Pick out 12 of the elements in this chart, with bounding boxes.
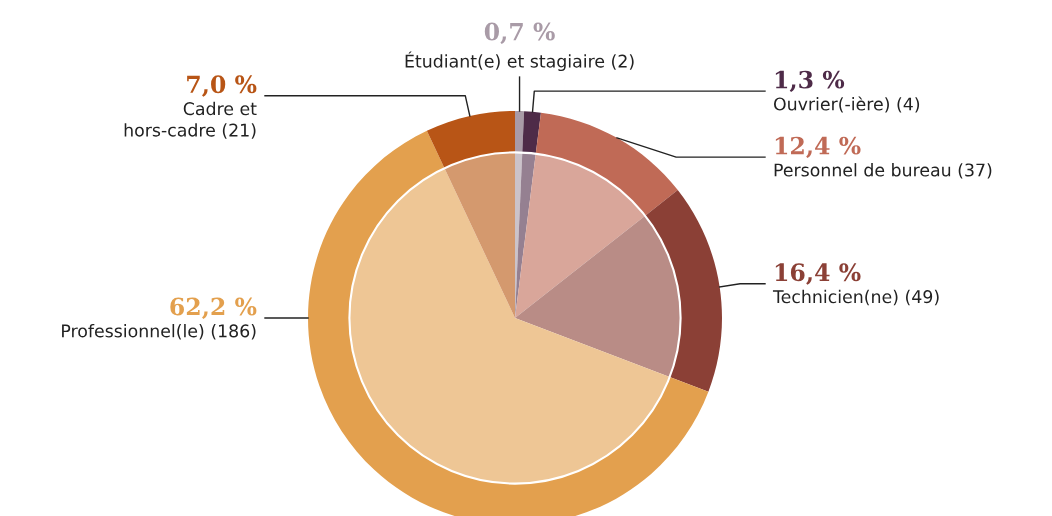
- text: 7,0 %: [187, 75, 257, 97]
- text: 62,2 %: [170, 297, 257, 319]
- slice-label: Étudiant(e) et stagiaire (2): [405, 51, 634, 72]
- slice-label: Professionnel(le) (186): [62, 324, 256, 340]
- text: 16,4 %: [775, 263, 861, 285]
- slice-label: Ouvrier(-ière) (4): [773, 96, 920, 113]
- text: 0,7 %: [484, 22, 555, 45]
- text: 12,4 %: [775, 136, 861, 159]
- slice-label: Cadre et hors-cadre (21): [124, 101, 257, 139]
- text: 1,3 %: [775, 70, 845, 93]
- slice-label: Personnel de bureau (37): [774, 163, 992, 179]
- slice-label: Technicien(ne) (49): [772, 289, 939, 306]
